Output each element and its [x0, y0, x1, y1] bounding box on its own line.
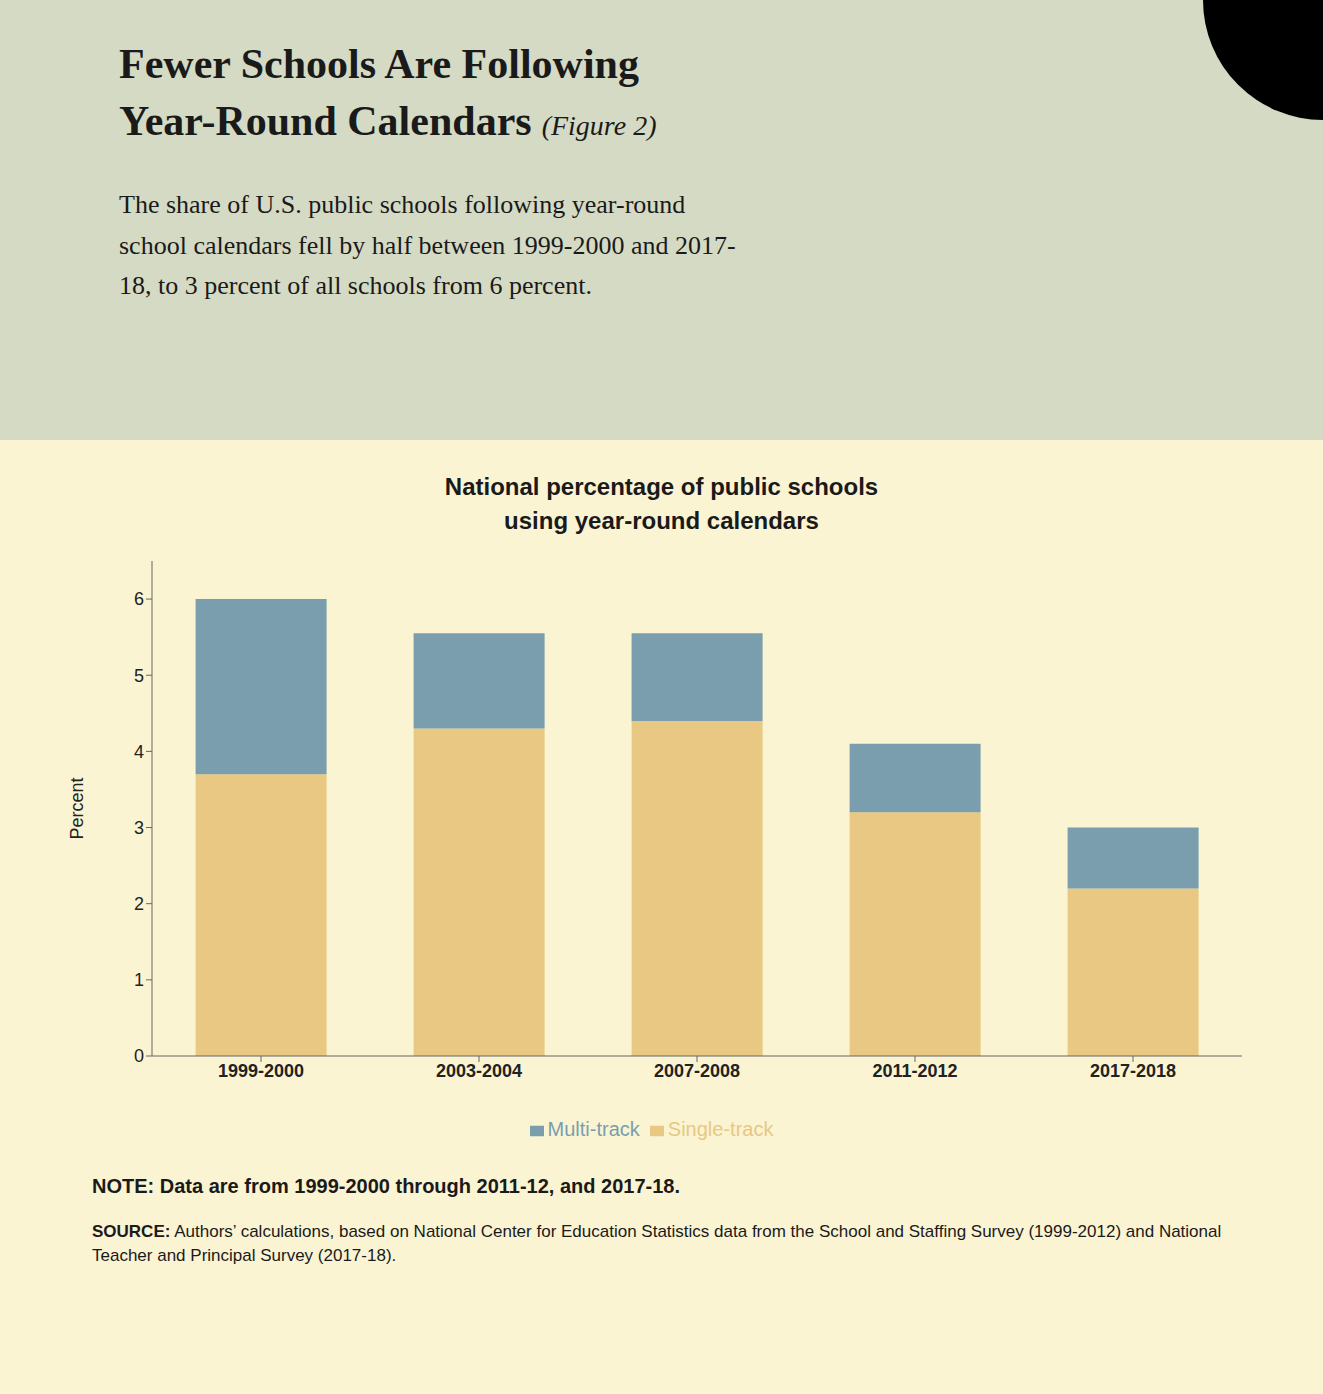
svg-text:5: 5 [133, 666, 143, 686]
html-text:Single-track: Single-track [667, 1118, 774, 1141]
svg-text:4: 4 [133, 742, 143, 762]
svg-text:3: 3 [133, 818, 143, 838]
html-text:using year-round calendars: using year-round calendars [504, 506, 819, 534]
html-text:Multi-track: Multi-track [547, 1118, 640, 1141]
svg-text:1999-2000: 1999-2000 [217, 1061, 303, 1081]
svg-text:0: 0 [133, 1047, 143, 1067]
svg-text:2: 2 [133, 894, 143, 914]
svg-text:1: 1 [133, 970, 143, 990]
svg-text:Percent: Percent [67, 778, 87, 840]
html-text:SOURCE: Authors’ calculations,: SOURCE: Authors’ calculations, based on … [92, 1222, 1222, 1265]
svg-text:2003-2004: 2003-2004 [435, 1061, 521, 1081]
html-text:Fewer Schools Are Following: Fewer Schools Are Following [119, 41, 639, 87]
svg-text:2017-2018: 2017-2018 [1089, 1061, 1175, 1081]
html-text:The share of U.S. public schoo: The share of U.S. public schools followi… [119, 190, 736, 300]
html-text:Year-Round Calendars (Figure 2: Year-Round Calendars (Figure 2) [119, 97, 657, 144]
html-text:NOTE: Data are from 1999-2000: NOTE: Data are from 1999-2000 through 20… [92, 1175, 680, 1198]
svg-text:2011-2012: 2011-2012 [872, 1061, 957, 1081]
svg-text:6: 6 [133, 590, 143, 610]
html-text:National percentage of public: National percentage of public schools [444, 473, 879, 500]
svg-text:2007-2008: 2007-2008 [653, 1061, 739, 1081]
